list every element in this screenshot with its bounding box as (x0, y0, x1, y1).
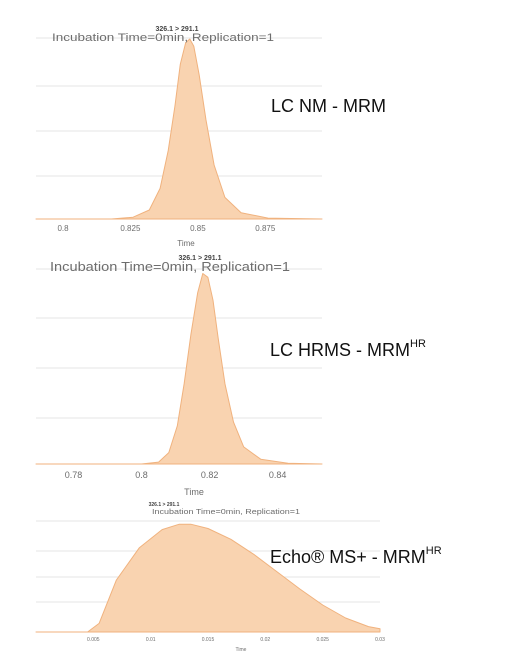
method-label-text: LC NM - MRM (271, 96, 386, 116)
x-tick-label: 0.8 (57, 224, 69, 233)
peak-area (35, 523, 381, 633)
method-label-text: LC HRMS - MRM (270, 340, 410, 360)
x-tick-label: 0.84 (269, 470, 287, 480)
x-axis-label: Time (184, 487, 204, 497)
transition-label: 326.1 > 291.1 (149, 502, 180, 508)
chart-title: Incubation Time=0min, Replication=1 (50, 259, 290, 274)
chromatogram-panel-echo-ms: 0.005 0.01 0.015 0.02 0.025 0.03 Time 326.1 >… (35, 502, 385, 653)
x-tick-label: 0.03 (375, 637, 385, 643)
x-tick-label: 0.875 (255, 224, 276, 233)
x-axis-label: Time (177, 239, 195, 248)
x-tick-label: 0.85 (190, 224, 206, 233)
chart-title: Incubation Time=0min, Replication=1 (152, 509, 300, 516)
chromatogram-panel-lc-nm: 0.8 0.825 0.85 0.875 Time 326.1 > 291.1 Inc… (35, 26, 323, 248)
x-tick-label: 0.02 (260, 637, 270, 643)
x-tick-label: 0.8 (135, 470, 148, 480)
x-tick-label: 0.01 (146, 637, 156, 643)
chromatogram-panel-lc-hrms: 0.78 0.8 0.82 0.84 Time 326.1 > 291.1 Incub… (35, 255, 323, 497)
chart-title: Incubation Time=0min, Replication=1 (52, 32, 274, 44)
x-tick-label: 0.78 (65, 470, 83, 480)
x-tick-label: 0.82 (201, 470, 219, 480)
method-label-echo-ms: Echo® MS+ - MRMHR (270, 545, 442, 568)
transition-label: 326.1 > 291.1 (178, 255, 221, 262)
transition-label: 326.1 > 291.1 (155, 26, 198, 33)
method-label-superscript: HR (410, 338, 426, 350)
peak-area (35, 273, 323, 465)
method-label-text: Echo® MS+ - MRM (270, 547, 426, 567)
method-label-lc-nm: LC NM - MRM (271, 96, 386, 117)
x-axis-label: Time (236, 647, 247, 653)
x-tick-label: 0.005 (87, 637, 100, 643)
method-label-superscript: HR (425, 545, 442, 557)
x-tick-label: 0.025 (316, 637, 329, 643)
peak-area (35, 38, 323, 220)
method-label-lc-hrms: LC HRMS - MRMHR (270, 338, 426, 361)
x-tick-label: 0.015 (202, 637, 215, 643)
x-tick-label: 0.825 (120, 224, 141, 233)
